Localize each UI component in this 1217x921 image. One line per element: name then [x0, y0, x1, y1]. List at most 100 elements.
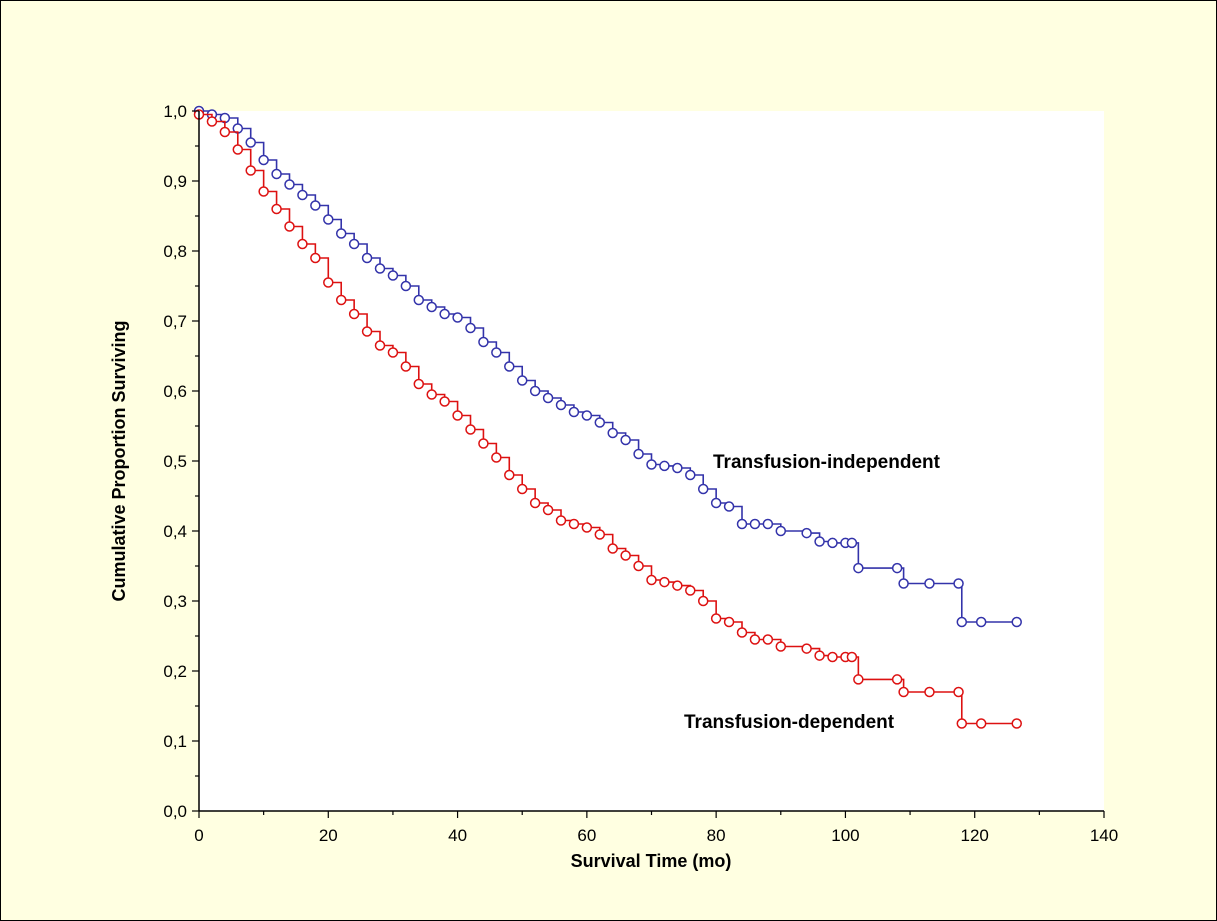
data-point	[271, 203, 282, 215]
data-point	[374, 263, 386, 274]
x-tick-label: 120	[961, 826, 989, 845]
data-point	[924, 686, 935, 698]
data-point	[555, 515, 567, 526]
data-point	[452, 312, 463, 323]
data-point	[710, 497, 722, 509]
data-point	[953, 686, 964, 698]
data-point	[814, 650, 825, 661]
data-point	[594, 417, 606, 428]
data-point	[956, 718, 968, 729]
series-transfusion-dependent	[193, 109, 1022, 729]
series-layer	[193, 105, 1022, 729]
data-point	[568, 406, 580, 418]
data-point	[898, 578, 909, 589]
y-tick-label: 0,0	[163, 802, 187, 821]
y-tick-label: 0,4	[163, 522, 187, 541]
y-tick-label: 0,9	[163, 172, 187, 191]
data-point	[413, 294, 425, 306]
data-point	[749, 518, 761, 530]
data-point	[975, 616, 987, 628]
data-point	[245, 165, 256, 176]
data-point	[413, 378, 425, 390]
data-point	[516, 375, 528, 386]
y-tick-label: 0,8	[163, 242, 187, 261]
data-point	[672, 580, 683, 591]
data-point	[607, 427, 618, 439]
data-point	[245, 137, 256, 148]
data-point	[439, 308, 450, 320]
data-point	[607, 543, 618, 554]
data-point	[491, 347, 502, 358]
y-tick-label: 0,2	[163, 662, 187, 681]
x-tick-label: 40	[448, 826, 467, 845]
data-point	[323, 214, 334, 225]
data-point	[478, 438, 489, 449]
data-point	[801, 527, 812, 539]
data-point	[581, 522, 593, 533]
data-point	[284, 179, 295, 190]
data-point	[801, 643, 812, 654]
data-point	[529, 497, 541, 509]
data-point	[297, 238, 308, 250]
data-point	[478, 336, 489, 348]
data-point	[361, 326, 373, 337]
data-point	[853, 562, 864, 574]
data-point	[335, 228, 347, 239]
data-point	[387, 270, 399, 281]
y-tick-label: 0,1	[163, 732, 187, 751]
data-point	[646, 459, 657, 470]
data-point	[374, 340, 386, 351]
y-tick-label: 0,6	[163, 382, 187, 401]
data-point	[846, 651, 858, 663]
data-point	[723, 501, 735, 512]
data-point	[271, 168, 282, 180]
data-point	[659, 576, 670, 588]
data-point	[542, 504, 554, 516]
data-point	[762, 518, 774, 530]
data-point	[685, 585, 696, 596]
data-point	[646, 574, 657, 586]
data-point	[775, 641, 787, 652]
data-point	[736, 627, 748, 638]
data-point	[749, 634, 761, 645]
x-tick-label: 100	[831, 826, 859, 845]
data-point	[672, 462, 683, 474]
data-point	[310, 252, 321, 264]
series-label-transfusion-independent: Transfusion-independent	[713, 452, 941, 473]
data-point	[516, 483, 528, 495]
data-point	[400, 280, 412, 292]
data-point	[426, 301, 437, 313]
data-point	[736, 518, 748, 530]
series-label-transfusion-dependent: Transfusion-dependent	[684, 712, 895, 733]
y-axis-title: Cumulative Proportion Surviving	[109, 320, 129, 601]
data-point	[400, 361, 412, 372]
data-point	[258, 186, 269, 197]
data-point	[1011, 616, 1022, 628]
data-point	[491, 452, 502, 463]
data-point	[504, 469, 515, 481]
data-point	[953, 578, 964, 589]
data-point	[1011, 718, 1022, 729]
data-point	[827, 651, 838, 663]
data-point	[620, 434, 631, 446]
y-tick-label: 0,7	[163, 312, 187, 331]
data-point	[465, 424, 476, 435]
x-tick-label: 140	[1090, 826, 1118, 845]
data-point	[814, 536, 825, 547]
data-point	[659, 460, 670, 472]
x-axis-title: Survival Time (mo)	[571, 851, 732, 871]
data-point	[891, 562, 903, 574]
data-point	[529, 385, 541, 397]
data-point	[633, 560, 644, 572]
data-point	[206, 116, 218, 127]
data-point	[898, 686, 909, 698]
data-point	[975, 718, 987, 729]
data-point	[310, 200, 321, 211]
x-tick-label: 20	[319, 826, 338, 845]
data-point	[762, 634, 774, 645]
data-point	[361, 252, 373, 264]
data-point	[924, 578, 935, 589]
y-tick-label: 0,5	[163, 452, 187, 471]
